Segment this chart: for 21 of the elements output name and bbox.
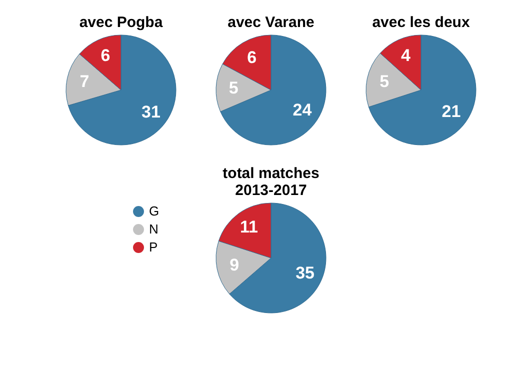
data-label: 4 — [401, 46, 412, 65]
chart-title: avec les deux — [372, 14, 470, 31]
chart-title: avec Varane — [228, 14, 314, 31]
chart-title: total matches 2013-2017 — [222, 165, 320, 199]
data-label: 6 — [100, 46, 110, 65]
data-label: 35 — [296, 264, 314, 283]
chart-title: avec Pogba — [79, 14, 164, 31]
pie-slice — [368, 34, 476, 146]
data-label: 21 — [442, 102, 461, 121]
data-label: 24 — [292, 100, 312, 120]
pie-slice — [68, 34, 176, 146]
legend-label: P — [149, 240, 158, 254]
data-label: 6 — [247, 48, 257, 67]
data-label: 11 — [240, 218, 258, 237]
data-label: 5 — [380, 72, 390, 92]
legend-label: G — [149, 204, 160, 218]
data-label: 7 — [80, 72, 90, 92]
data-label: 31 — [141, 102, 160, 122]
data-label: 5 — [228, 78, 238, 98]
data-label: 9 — [230, 255, 240, 274]
legend-label: N — [149, 222, 158, 236]
